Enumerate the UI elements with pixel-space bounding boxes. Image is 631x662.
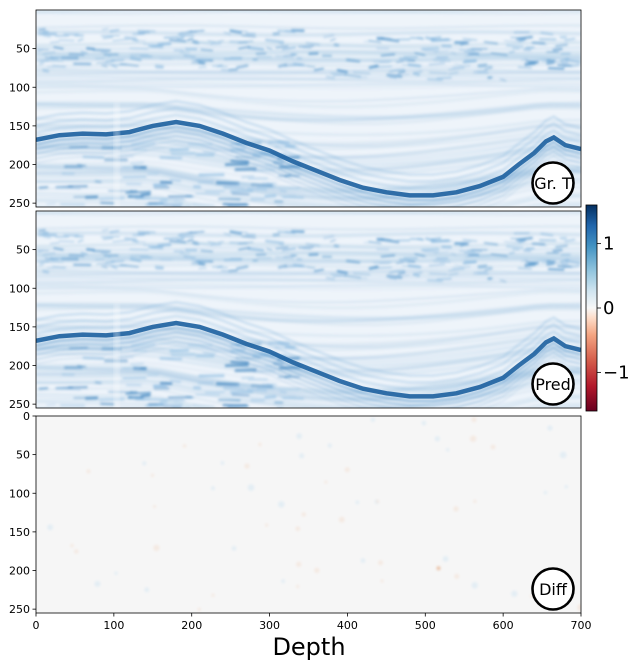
colorbar-tick-label: −1 xyxy=(603,362,630,383)
badge-circle xyxy=(531,567,575,611)
badge-circle xyxy=(531,161,575,205)
y-tick-label: 200 xyxy=(9,159,30,172)
x-tick-label: 300 xyxy=(259,619,280,632)
x-tick-label: 600 xyxy=(493,619,514,632)
y-tick-label: 50 xyxy=(16,244,30,257)
colorbar-tick-label: 0 xyxy=(603,298,614,319)
y-tick-label: 250 xyxy=(9,603,30,616)
axes-frame xyxy=(35,415,582,614)
y-tick-label: 50 xyxy=(16,43,30,56)
x-tick-label: 700 xyxy=(571,619,592,632)
x-tick-label: 0 xyxy=(33,619,40,632)
y-tick-label: 250 xyxy=(9,398,30,411)
x-tick-label: 500 xyxy=(415,619,436,632)
x-tick-label: 200 xyxy=(181,619,202,632)
colorbar-tick-label: 1 xyxy=(603,234,614,255)
badge-label: Pred xyxy=(535,375,571,394)
colorbar: 1 0 −1 xyxy=(585,204,630,412)
main-horizon xyxy=(36,100,581,207)
colorbar-gradient xyxy=(585,204,598,412)
y-tick-label: 50 xyxy=(16,449,30,462)
y-tick-label: 100 xyxy=(9,282,30,295)
heatmap-background xyxy=(36,416,581,613)
y-tick-label: 200 xyxy=(9,360,30,373)
panel-badge: Gr. T xyxy=(531,161,575,205)
y-tick-label: 150 xyxy=(9,120,30,133)
axes-frame xyxy=(35,9,582,208)
main-horizon xyxy=(36,301,581,408)
panel-badge: Pred xyxy=(531,362,575,406)
y-tick-label: 0 xyxy=(23,410,30,423)
badge-circle xyxy=(531,362,575,406)
y-tick-label: 100 xyxy=(9,487,30,500)
residual-speckles xyxy=(47,417,581,611)
panel-badge: Diff xyxy=(531,567,575,611)
badge-label: Gr. T xyxy=(534,174,572,193)
badge-label: Diff xyxy=(539,580,568,599)
y-tick-label: 250 xyxy=(9,197,30,210)
y-tick-label: 200 xyxy=(9,565,30,578)
x-tick-label: 400 xyxy=(337,619,358,632)
y-tick-label: 150 xyxy=(9,321,30,334)
x-axis-label: Depth xyxy=(272,633,345,661)
x-tick-label: 100 xyxy=(103,619,124,632)
y-tick-label: 150 xyxy=(9,526,30,539)
axes-frame xyxy=(35,210,582,409)
y-tick-label: 100 xyxy=(9,81,30,94)
panel-ground-truth: 50 100 150 200 250 Gr. T xyxy=(9,9,582,210)
panel-prediction: 50 100 150 200 250 Pred xyxy=(9,210,582,411)
